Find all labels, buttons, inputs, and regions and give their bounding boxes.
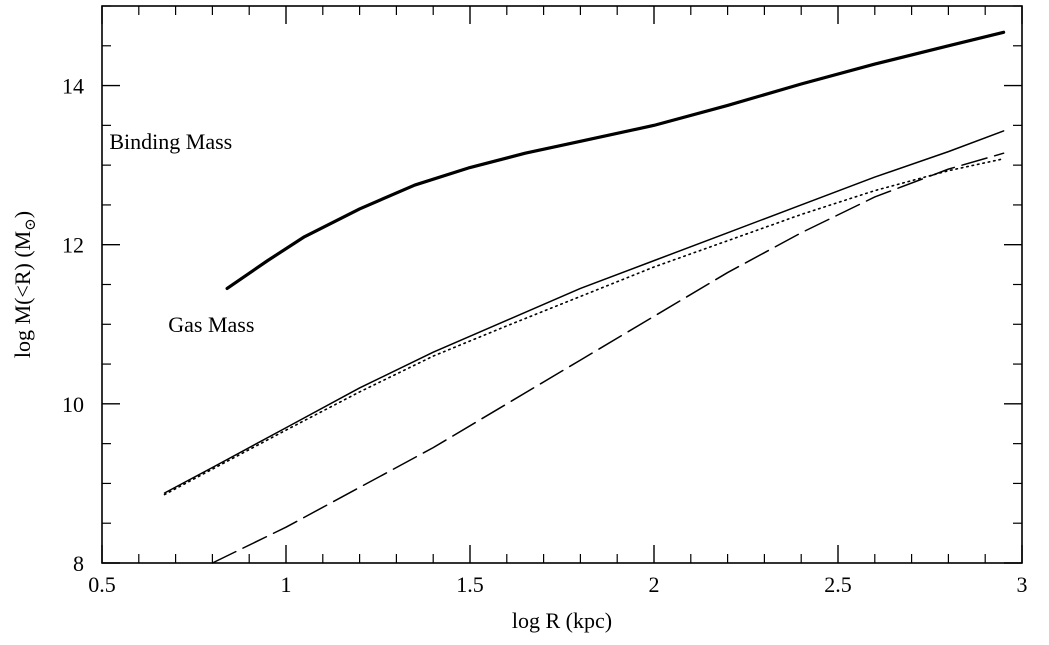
x-tick-label: 3 [1017,572,1028,597]
y-tick-label: 10 [62,392,84,417]
x-tick-label: 1.5 [456,572,484,597]
x-tick-labels: 0.5 1 1.5 2 2.5 3 [88,572,1027,597]
y-axis-title: log M(<R) (M⊙) [10,211,39,358]
y-tick-label: 14 [62,74,84,99]
annotation-label: Binding Mass [109,129,232,154]
y-tick-label: 12 [62,233,84,258]
y-tick-labels: 8 10 12 14 [62,74,84,576]
gas-mass-line [163,130,1005,494]
annotation-label: Gas Mass [168,312,254,337]
x-tick-label: 1 [281,572,292,597]
x-tick-label: 2.5 [824,572,852,597]
x-tick-label: 2 [649,572,660,597]
x-tick-label: 0.5 [88,572,116,597]
x-axis-title: log R (kpc) [512,608,612,633]
y-axis-title-subscript: ⊙ [23,218,39,231]
series-layer [163,30,1006,564]
y-axis-title-close: ) [10,211,35,218]
dotted-line [163,157,1005,496]
plot-frame [101,5,1023,564]
y-axis-title-main: log M(<R) (M [10,231,35,358]
y-tick-label: 8 [73,551,84,576]
binding-mass-line [225,30,1006,291]
dashed-line [211,152,1005,564]
annotations: Binding Mass Gas Mass [109,129,254,337]
